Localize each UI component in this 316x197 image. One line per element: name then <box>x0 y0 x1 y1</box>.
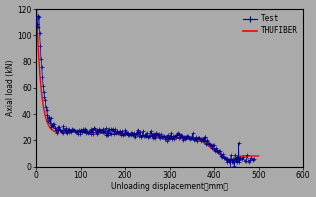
Legend: Test, THUFIBER: Test, THUFIBER <box>242 13 299 37</box>
Y-axis label: Axial load (kN): Axial load (kN) <box>6 59 15 116</box>
X-axis label: Unloading displacement（mm）: Unloading displacement（mm） <box>111 182 228 191</box>
